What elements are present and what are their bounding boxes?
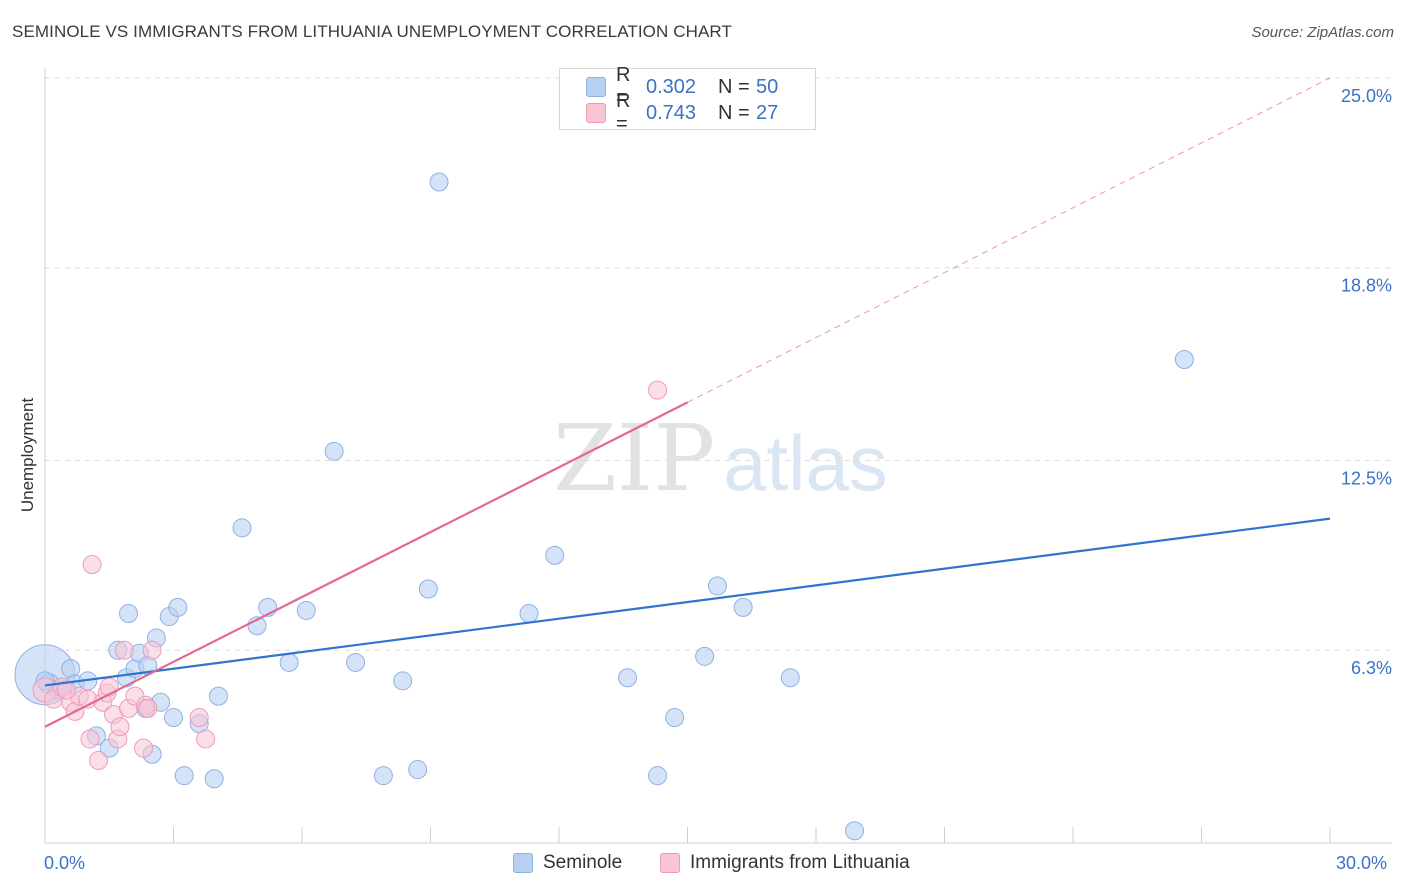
seminole-point: [119, 604, 139, 623]
x-axis-min-label: 0.0%: [44, 853, 86, 873]
seminole-point: [618, 668, 638, 688]
y-tick-label: 18.8%: [1341, 276, 1392, 296]
seminole-point: [232, 518, 252, 538]
bottom-legend-swatch-seminole: [513, 853, 533, 873]
legend-n-value: 27: [756, 101, 779, 124]
seminole-point: [279, 652, 299, 672]
legend-r-label: R =: [616, 90, 631, 135]
seminole-point: [204, 769, 224, 789]
chart-title: SEMINOLE VS IMMIGRANTS FROM LITHUANIA UN…: [12, 22, 732, 41]
lithuania-point: [142, 640, 162, 660]
lithuania-point: [56, 680, 76, 700]
source-label: Source: ZipAtlas.com: [1251, 24, 1394, 41]
bottom-legend-label-seminole: Seminole: [543, 852, 623, 873]
seminole-point: [707, 576, 727, 596]
legend-n-label: N =: [718, 75, 750, 98]
seminole-point: [648, 766, 668, 786]
y-tick-label: 12.5%: [1341, 469, 1392, 489]
lithuania-point: [196, 729, 216, 749]
seminole-point: [408, 760, 428, 780]
lithuania-point: [114, 640, 134, 660]
seminole-point: [168, 597, 188, 617]
seminole-point: [296, 600, 316, 620]
seminole-point: [373, 766, 393, 786]
legend-swatch-seminole: [586, 77, 606, 97]
seminole-point: [393, 671, 413, 691]
x-axis-max-label: 30.0%: [1336, 853, 1388, 873]
legend-row-lithuania: R = 0.743 N = 27: [586, 90, 779, 135]
seminole-point: [733, 597, 753, 617]
lithuania-point: [110, 717, 130, 737]
seminole-point: [429, 172, 449, 192]
legend-r-label: R =: [616, 64, 631, 109]
lithuania-point: [134, 738, 154, 758]
seminole-point: [695, 646, 715, 666]
lithuania-point: [82, 555, 102, 575]
seminole-point: [208, 686, 228, 706]
seminole-point: [1174, 350, 1194, 370]
legend: R = 0.302 N = 50 R = 0.743 N = 27: [559, 64, 816, 135]
y-axis-label: Unemployment: [18, 397, 37, 513]
y-tick-label: 25.0%: [1341, 86, 1392, 106]
lithuania-point: [189, 708, 209, 728]
seminole-point: [519, 604, 539, 623]
legend-n-value: 50: [756, 75, 779, 98]
seminole-point: [665, 708, 685, 728]
lithuania-trend-line: [44, 401, 688, 728]
seminole-point: [418, 579, 438, 599]
bottom-legend-swatch-lithuania: [660, 853, 680, 873]
bottom-legend-label-lithuania: Immigrants from Lithuania: [690, 852, 910, 873]
seminole-point: [164, 708, 183, 728]
legend-r-value: 0.743: [646, 101, 697, 124]
seminole-point: [780, 668, 800, 688]
legend-n-label: N =: [718, 101, 750, 124]
seminole-point: [545, 545, 565, 565]
legend-swatch-lithuania: [586, 103, 606, 123]
legend-row-seminole: R = 0.302 N = 50: [586, 64, 779, 109]
bottom-legend: Seminole Immigrants from Lithuania: [0, 852, 1406, 878]
seminole-trend-line: [44, 517, 1331, 687]
lithuania-point: [80, 729, 100, 749]
legend-r-value: 0.302: [646, 75, 697, 98]
bottom-legend-lithuania: Immigrants from Lithuania: [660, 852, 910, 874]
seminole-point: [346, 652, 366, 672]
lithuania-point: [138, 698, 158, 718]
seminole-point: [845, 821, 865, 841]
lithuania-trend-extension: [687, 77, 1331, 403]
y-tick-label: 6.3%: [1351, 658, 1392, 678]
lithuania-point: [89, 750, 109, 770]
seminole-point: [174, 766, 194, 786]
seminole-point: [324, 441, 344, 461]
bottom-legend-seminole: Seminole: [513, 852, 622, 874]
lithuania-point: [648, 380, 668, 400]
